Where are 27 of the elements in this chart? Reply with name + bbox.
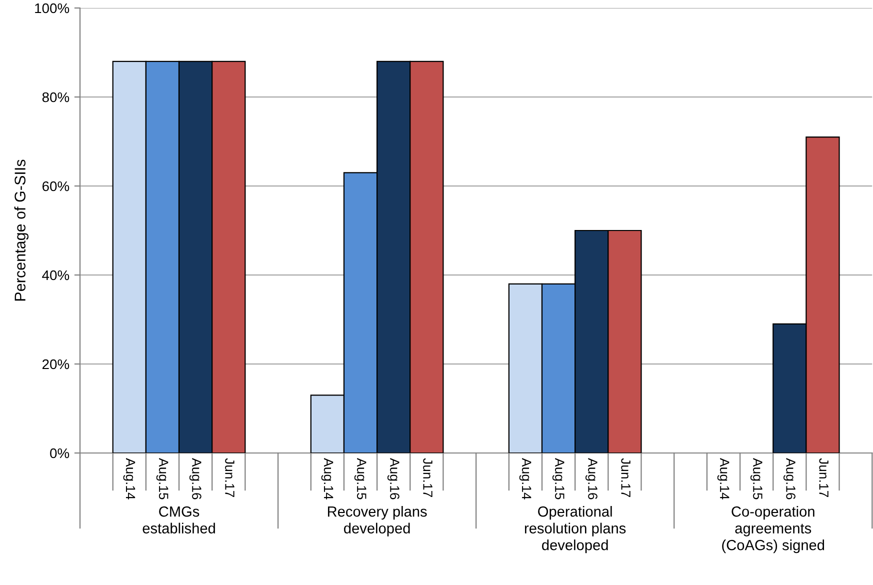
y-axis-title: Percentage of G-SIIs bbox=[14, 160, 29, 301]
text: Aug.15 bbox=[354, 458, 366, 500]
y-tick-label: 80% bbox=[42, 92, 70, 102]
text: Aug.15 bbox=[552, 458, 564, 500]
y-tick-label: 100% bbox=[35, 3, 70, 14]
x-tick-label: Recovery plans developed bbox=[328, 506, 427, 536]
text: Aug.16 bbox=[783, 458, 796, 500]
y-tick-label: 0% bbox=[50, 448, 70, 458]
x-tick-label: CMGs established bbox=[142, 506, 215, 534]
text: Aug.16 bbox=[189, 458, 202, 500]
y-tick-label: 60% bbox=[42, 181, 70, 192]
x-tick-label: Operational resolution plans developed bbox=[524, 506, 626, 554]
y-tick-label: 40% bbox=[42, 270, 70, 280]
y-tick-label: 20% bbox=[42, 359, 70, 370]
text: Jun.17 bbox=[225, 458, 234, 497]
text: Aug.16 bbox=[585, 458, 598, 500]
x-tick-label: Co-operation agreements (CoAGs) signed bbox=[722, 506, 824, 554]
text: Aug.14 bbox=[519, 458, 532, 500]
text: Jun.17 bbox=[621, 458, 630, 497]
text: Aug.14 bbox=[717, 458, 730, 500]
text: Aug.16 bbox=[387, 458, 400, 500]
text: Jun.17 bbox=[423, 458, 432, 497]
text: Aug.15 bbox=[156, 458, 168, 500]
text: Aug.14 bbox=[321, 458, 334, 500]
text: Jun.17 bbox=[819, 458, 828, 497]
text: Aug.15 bbox=[750, 458, 762, 500]
text: Aug.14 bbox=[123, 458, 136, 500]
